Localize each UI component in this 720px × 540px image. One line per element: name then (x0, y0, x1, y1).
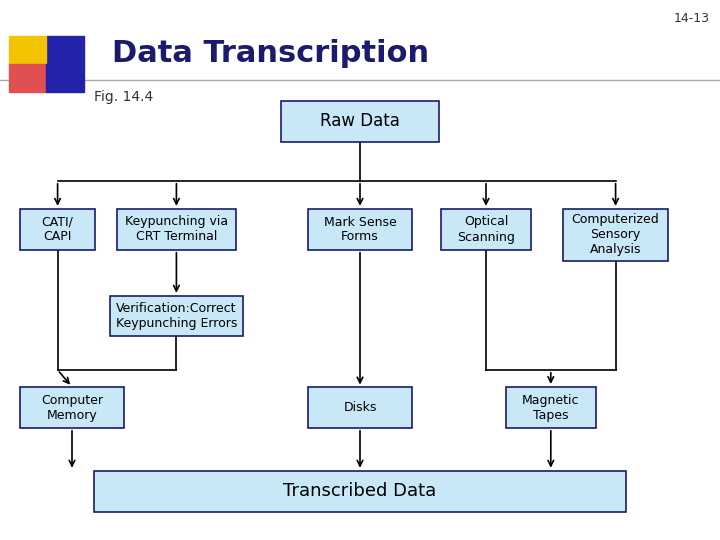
FancyBboxPatch shape (94, 471, 626, 512)
FancyBboxPatch shape (117, 210, 236, 249)
FancyBboxPatch shape (308, 388, 412, 428)
FancyBboxPatch shape (281, 102, 439, 141)
FancyBboxPatch shape (20, 388, 124, 428)
Text: Mark Sense
Forms: Mark Sense Forms (323, 215, 397, 244)
FancyBboxPatch shape (563, 210, 668, 261)
Text: Optical
Scanning: Optical Scanning (457, 215, 515, 244)
Text: Transcribed Data: Transcribed Data (284, 482, 436, 501)
FancyBboxPatch shape (505, 388, 596, 428)
Bar (46, 36, 84, 64)
Text: Keypunching via
CRT Terminal: Keypunching via CRT Terminal (125, 215, 228, 244)
Text: Data Transcription: Data Transcription (112, 39, 428, 69)
Text: 14-13: 14-13 (673, 12, 709, 25)
Bar (46, 64, 84, 92)
Text: Fig. 14.4: Fig. 14.4 (94, 90, 153, 104)
Text: Magnetic
Tapes: Magnetic Tapes (522, 394, 580, 422)
FancyBboxPatch shape (441, 210, 531, 249)
Bar (9, 36, 46, 64)
Text: Computer
Memory: Computer Memory (41, 394, 103, 422)
Text: Verification:Correct
Keypunching Errors: Verification:Correct Keypunching Errors (116, 302, 237, 330)
Text: Raw Data: Raw Data (320, 112, 400, 131)
Text: Disks: Disks (343, 401, 377, 414)
FancyBboxPatch shape (20, 210, 95, 249)
FancyBboxPatch shape (308, 210, 412, 249)
Bar (9, 64, 46, 92)
Text: Computerized
Sensory
Analysis: Computerized Sensory Analysis (572, 213, 660, 256)
Text: CATI/
CAPI: CATI/ CAPI (42, 215, 73, 244)
FancyBboxPatch shape (109, 296, 243, 336)
